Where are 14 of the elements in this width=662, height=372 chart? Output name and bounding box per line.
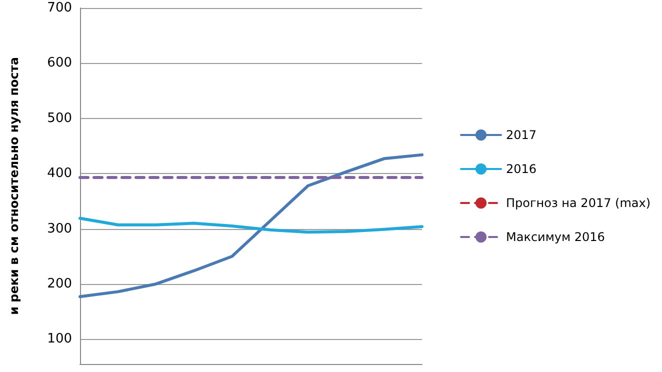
legend-label: 2017 [506, 128, 537, 142]
y-axis-title: и реки в см относительно нуля поста [7, 57, 21, 315]
y-tick-label: 100 [47, 332, 72, 347]
legend-label: 2016 [506, 162, 537, 176]
y-tick-label: 400 [47, 166, 72, 182]
legend-label: Максимум 2016 [506, 230, 605, 244]
line-series [78, 216, 424, 234]
y-tick-label: 700 [47, 0, 72, 16]
line-series [78, 153, 424, 298]
y-tick-label: 300 [47, 221, 72, 236]
legend-label: Прогноз на 2017 (max) [506, 196, 651, 210]
y-tick-label: 500 [47, 110, 72, 126]
y-tick-label: 200 [47, 276, 72, 292]
y-tick-label: 600 [47, 56, 72, 71]
